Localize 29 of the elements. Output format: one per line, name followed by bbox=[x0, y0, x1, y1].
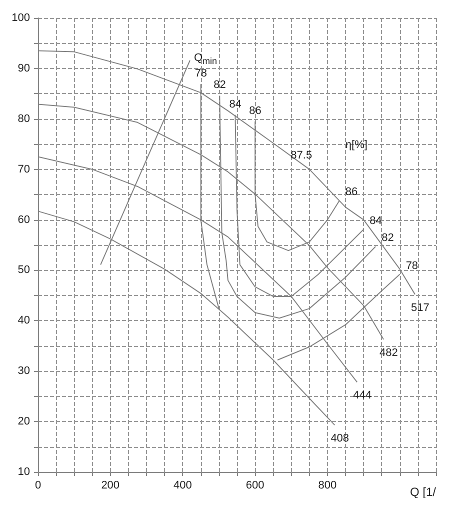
text: 78 bbox=[194, 68, 208, 80]
y-tick-label: 100 bbox=[12, 12, 30, 24]
y-tick-label: 70 bbox=[18, 163, 30, 176]
x-tick-label: 0 bbox=[34, 480, 42, 492]
annotation: 87.5 bbox=[290, 149, 312, 162]
series-label: 78 bbox=[406, 260, 418, 272]
series-label: 86 bbox=[345, 186, 358, 198]
y-tick-label: 40 bbox=[18, 314, 30, 327]
series-label: 444 bbox=[353, 390, 372, 402]
y-tick-label: 80 bbox=[18, 112, 30, 125]
y-tick-label: 60 bbox=[18, 214, 30, 226]
text: 86 bbox=[249, 104, 262, 117]
series-label: 517 bbox=[411, 302, 430, 314]
x-tick-label: 200 bbox=[101, 480, 120, 492]
y-tick-label: 30 bbox=[18, 365, 30, 378]
text: 84 bbox=[229, 98, 242, 110]
annotation: η[%] bbox=[345, 139, 368, 152]
x-tick-label: 800 bbox=[318, 480, 337, 492]
y-tick-label: 20 bbox=[18, 416, 30, 428]
series-label: 82 bbox=[382, 232, 394, 244]
y-tick-label: 50 bbox=[18, 264, 30, 276]
x-tick-label: 400 bbox=[174, 480, 192, 492]
x-tick-label: 600 bbox=[246, 480, 264, 492]
y-tick-label: 90 bbox=[18, 62, 30, 74]
series-label: 408 bbox=[330, 432, 350, 445]
series-label: 84 bbox=[370, 214, 382, 227]
text: 82 bbox=[214, 79, 226, 92]
y-tick-label: 10 bbox=[18, 466, 30, 478]
series-label: 482 bbox=[380, 346, 398, 359]
